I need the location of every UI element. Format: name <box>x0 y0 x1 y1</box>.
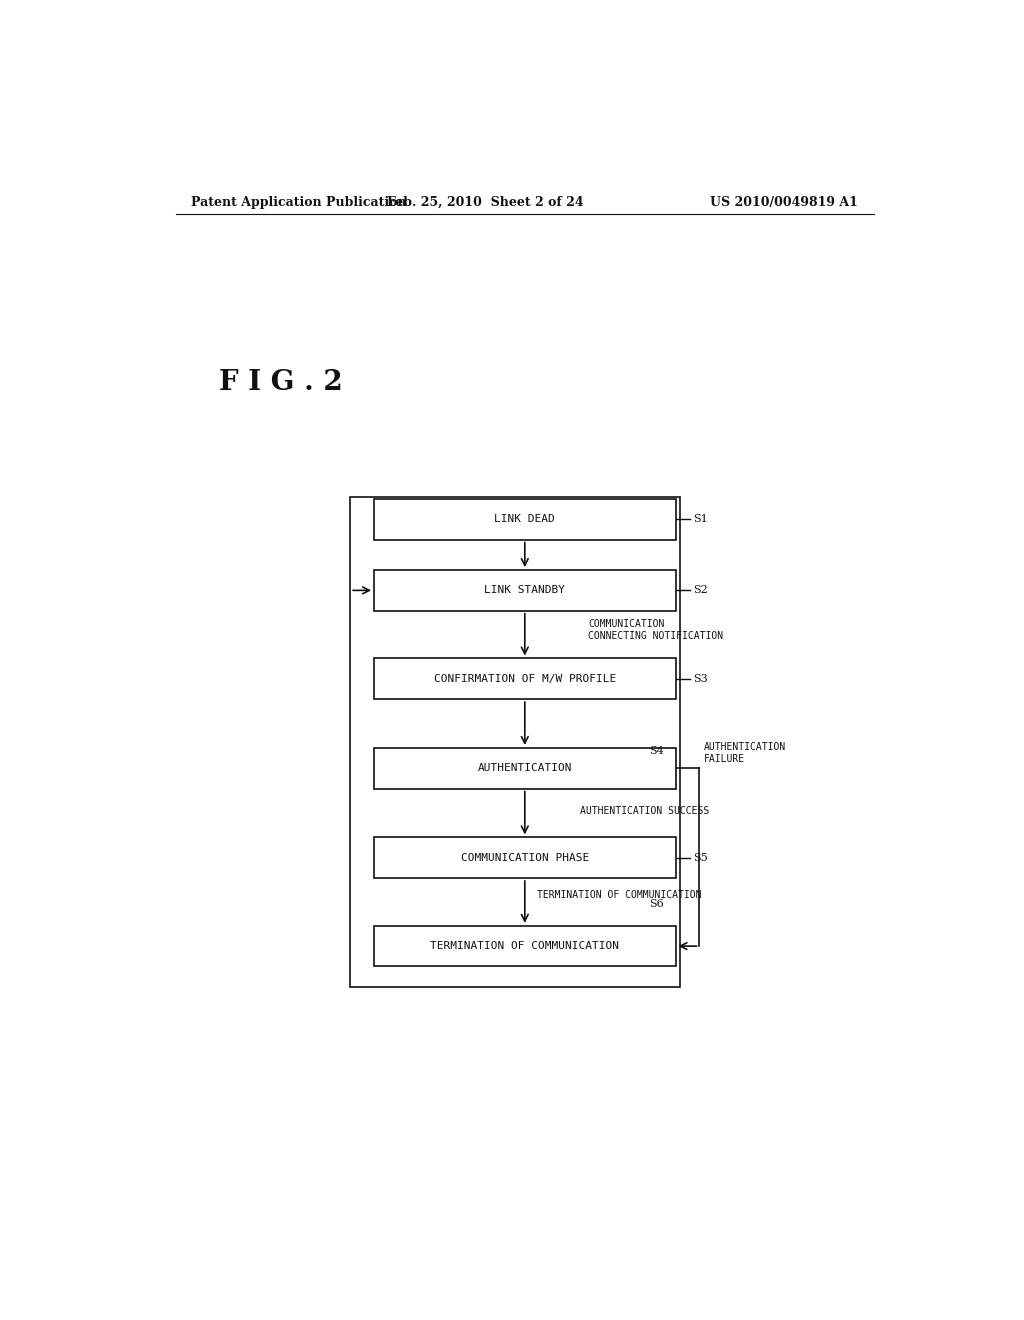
Text: S4: S4 <box>649 746 665 756</box>
Text: S5: S5 <box>693 853 708 863</box>
Text: TERMINATION OF COMMUNICATION: TERMINATION OF COMMUNICATION <box>537 890 701 900</box>
Bar <box>374 748 676 788</box>
Text: COMMUNICATION
CONNECTING NOTIFICATION: COMMUNICATION CONNECTING NOTIFICATION <box>588 619 723 640</box>
Bar <box>350 496 680 987</box>
Text: AUTHENTICATION SUCCESS: AUTHENTICATION SUCCESS <box>581 807 710 816</box>
Text: TERMINATION OF COMMUNICATION: TERMINATION OF COMMUNICATION <box>430 941 620 952</box>
Text: Patent Application Publication: Patent Application Publication <box>191 195 407 209</box>
Text: AUTHENTICATION: AUTHENTICATION <box>477 763 572 774</box>
Text: COMMUNICATION PHASE: COMMUNICATION PHASE <box>461 853 589 863</box>
Bar <box>374 925 676 966</box>
Bar <box>374 570 676 611</box>
Text: S6: S6 <box>649 899 665 908</box>
Text: Feb. 25, 2010  Sheet 2 of 24: Feb. 25, 2010 Sheet 2 of 24 <box>387 195 584 209</box>
Bar <box>374 499 676 540</box>
Bar <box>374 659 676 700</box>
Text: S1: S1 <box>693 515 708 524</box>
Text: AUTHENTICATION
FAILURE: AUTHENTICATION FAILURE <box>705 742 786 764</box>
Text: S2: S2 <box>693 585 708 595</box>
Text: CONFIRMATION OF M/W PROFILE: CONFIRMATION OF M/W PROFILE <box>434 673 615 684</box>
Bar <box>374 837 676 878</box>
Text: LINK STANDBY: LINK STANDBY <box>484 585 565 595</box>
Text: US 2010/0049819 A1: US 2010/0049819 A1 <box>711 195 858 209</box>
Text: LINK DEAD: LINK DEAD <box>495 515 555 524</box>
Text: S3: S3 <box>693 673 708 684</box>
Text: F I G . 2: F I G . 2 <box>219 368 343 396</box>
